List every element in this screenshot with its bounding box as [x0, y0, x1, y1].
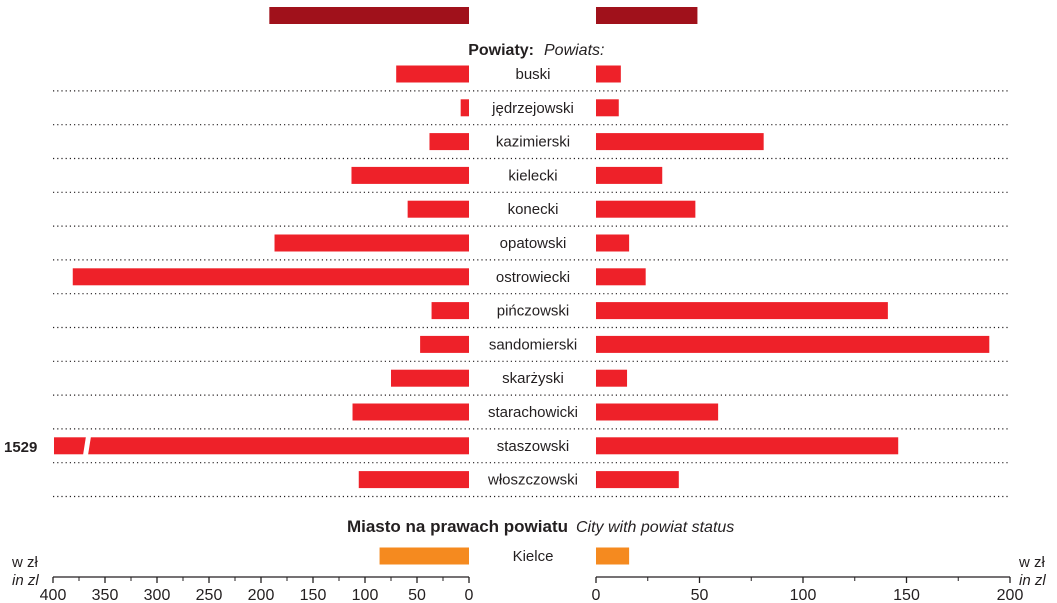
category-label: buski: [515, 66, 550, 83]
category-label: skarżyski: [502, 370, 564, 387]
powiat-row: 1529 staszowski: [4, 436, 899, 456]
category-label: staszowski: [497, 438, 570, 455]
powiat-row: opatowski: [274, 234, 630, 252]
left-unit-en: in zl: [12, 572, 39, 589]
powiat-row: starachowicki: [352, 403, 719, 421]
right-unit-pl: w zł: [1018, 554, 1046, 571]
left-unit-pl: w zł: [11, 554, 39, 571]
category-label: kielecki: [508, 167, 557, 184]
bar-left: [274, 234, 469, 252]
right-tick-label: 50: [691, 587, 709, 603]
left-tick-label: 50: [408, 587, 426, 603]
left-tick-label: 100: [352, 587, 379, 603]
bar-right: [596, 335, 990, 353]
powiat-row: kielecki: [351, 166, 663, 184]
left-tick-label: 0: [465, 587, 474, 603]
left-tick-label: 300: [144, 587, 171, 603]
powiat-row: skarżyski: [391, 369, 628, 387]
bar-right: [596, 200, 696, 218]
bar-left: [379, 547, 469, 565]
bar-left: [460, 99, 469, 117]
right-unit-en: in zl: [1019, 572, 1046, 589]
powiat-row: pińczowski: [431, 302, 888, 320]
powiat-row: kazimierski: [429, 133, 764, 151]
category-label: włoszczowski: [487, 472, 578, 489]
right-tick-label: 100: [790, 587, 817, 603]
category-label: opatowski: [500, 235, 567, 252]
left-tick-label: 200: [248, 587, 275, 603]
bar-right: [596, 302, 888, 320]
row-separators: [53, 90, 1010, 498]
bar-right: [596, 471, 679, 489]
bar-right: [596, 166, 663, 184]
right-tick-label: 150: [893, 587, 920, 603]
bar-right: [596, 437, 899, 455]
category-label: pińczowski: [497, 303, 570, 320]
category-label: konecki: [508, 201, 559, 218]
bar-right: [596, 99, 619, 117]
top-bar-left: [269, 7, 469, 24]
bar-left: [431, 302, 469, 320]
category-label: kazimierski: [496, 134, 570, 151]
broken-bar-value: 1529: [4, 439, 37, 456]
bar-left: [429, 133, 469, 151]
category-label: sandomierski: [489, 336, 577, 353]
axes: 400 350 300 250 200 150 100 50 0 0 50 100 150 200: [40, 576, 1024, 603]
bar-right: [596, 547, 630, 565]
powiat-row: sandomierski: [420, 335, 990, 353]
category-label: Kielce: [513, 548, 554, 565]
top-bars: [269, 7, 698, 24]
powiat-row: jędrzejowski: [460, 99, 619, 117]
bar-left: [407, 200, 469, 218]
bar-right: [596, 403, 719, 421]
bar-left: [352, 403, 469, 421]
category-label: starachowicki: [488, 404, 578, 421]
powiaty-title-pl: Powiaty:: [468, 42, 534, 59]
bar-left: [54, 437, 469, 455]
right-tick-label: 200: [997, 587, 1024, 603]
city-row: Kielce: [379, 547, 630, 565]
category-label: ostrowiecki: [496, 269, 570, 286]
category-label: jędrzejowski: [491, 100, 574, 117]
left-tick-label: 250: [196, 587, 223, 603]
powiat-row: konecki: [407, 200, 696, 218]
bar-left: [358, 471, 469, 489]
bar-right: [596, 133, 764, 151]
bar-right: [596, 369, 628, 387]
city-title-pl: Miasto na prawach powiatu: [347, 517, 568, 536]
city-title-en: City with powiat status: [576, 519, 734, 536]
powiat-row: włoszczowski: [358, 471, 679, 489]
top-bar-right: [596, 7, 698, 24]
bar-left: [396, 65, 469, 83]
bar-left: [420, 335, 469, 353]
powiat-rows: buski jędrzejowski kazimierski kielecki kone…: [4, 65, 990, 489]
bar-right: [596, 234, 630, 252]
bar-right: [596, 65, 621, 83]
bar-right: [596, 268, 646, 286]
bar-left: [351, 166, 469, 184]
right-tick-label: 0: [592, 587, 601, 603]
powiat-row: buski: [396, 65, 621, 83]
bar-break-mark: [83, 436, 91, 456]
left-tick-label: 150: [300, 587, 327, 603]
left-tick-label: 400: [40, 587, 67, 603]
bar-left: [72, 268, 469, 286]
city-rows: Kielce: [379, 547, 630, 565]
left-tick-label: 350: [92, 587, 119, 603]
powiaty-title-en: Powiats:: [544, 42, 604, 59]
bar-left: [391, 369, 469, 387]
powiat-row: ostrowiecki: [72, 268, 646, 286]
